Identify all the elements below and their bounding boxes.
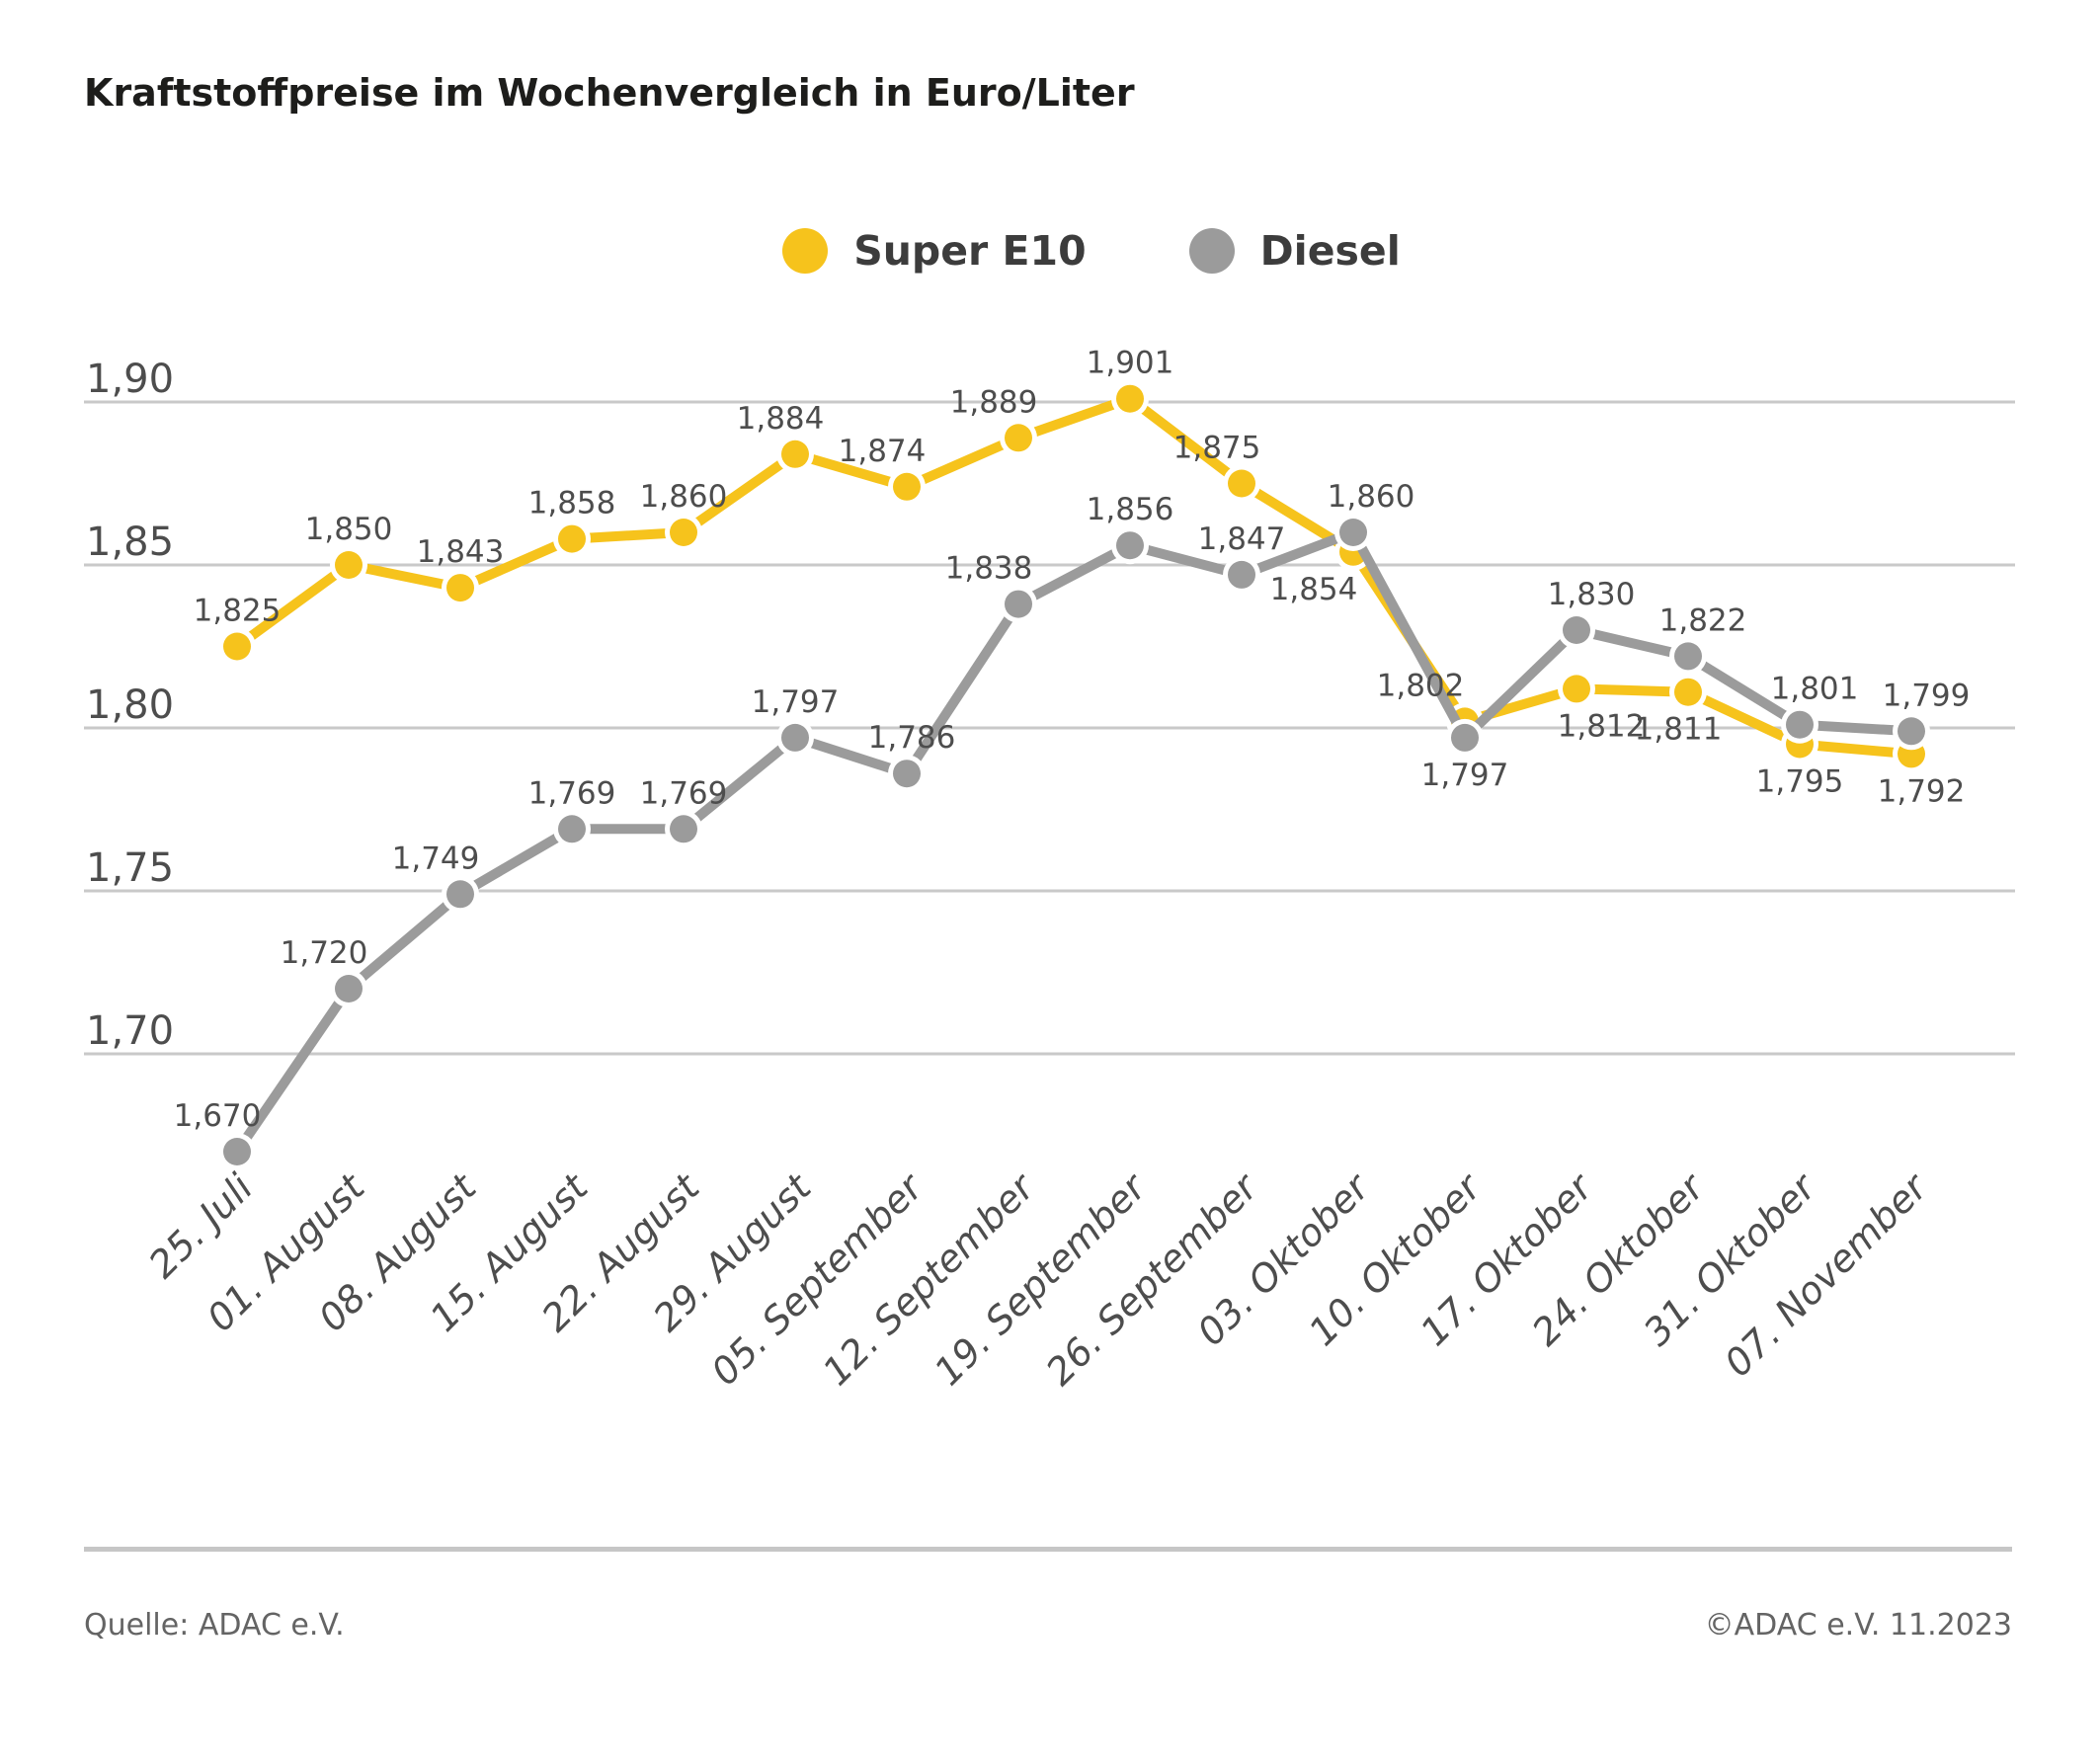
data-point-diesel <box>1005 590 1032 618</box>
legend-item-super-e10: Super E10 <box>782 227 1087 275</box>
footer-divider <box>84 1547 2012 1552</box>
data-point-super-e10 <box>670 519 697 546</box>
data-point-diesel <box>223 1138 251 1165</box>
data-label: 1,860 <box>640 479 728 515</box>
data-point-super-e10 <box>446 574 474 602</box>
data-label: 1,811 <box>1635 712 1723 748</box>
data-point-super-e10 <box>893 472 921 501</box>
data-label: 1,786 <box>868 720 956 756</box>
data-point-diesel <box>1339 519 1367 546</box>
chart-title: Kraftstoffpreise im Wochenvergleich in E… <box>84 71 1135 115</box>
y-tick-label: 1,70 <box>86 1008 174 1054</box>
data-point-diesel <box>670 815 697 843</box>
data-point-diesel <box>781 723 809 752</box>
data-label: 1,749 <box>392 841 480 876</box>
data-point-diesel <box>1563 616 1590 644</box>
data-point-diesel <box>893 760 921 788</box>
y-tick-label: 1,85 <box>86 520 174 565</box>
data-label: 1,797 <box>752 684 840 720</box>
data-point-diesel <box>446 880 474 909</box>
data-label: 1,812 <box>1558 708 1646 744</box>
data-point-diesel <box>1674 642 1702 671</box>
source-note: Quelle: ADAC e.V. <box>84 1608 345 1643</box>
series-line-diesel <box>232 527 1912 1155</box>
data-label: 1,838 <box>945 551 1033 587</box>
legend: Super E10 Diesel <box>41 227 2100 275</box>
legend-item-diesel: Diesel <box>1188 227 1401 275</box>
data-label: 1,797 <box>1421 758 1509 793</box>
data-label: 1,889 <box>950 384 1038 420</box>
data-label: 1,825 <box>194 594 282 629</box>
data-label: 1,830 <box>1548 577 1636 612</box>
legend-label-diesel: Diesel <box>1259 227 1401 275</box>
data-label: 1,795 <box>1756 764 1844 800</box>
data-label: 1,843 <box>417 534 505 570</box>
data-label: 1,858 <box>528 486 616 521</box>
data-label: 1,802 <box>1377 668 1465 703</box>
y-tick-label: 1,75 <box>86 845 174 891</box>
y-tick-label: 1,90 <box>86 357 174 402</box>
legend-label-super-e10: Super E10 <box>853 227 1087 275</box>
data-point-diesel <box>1898 717 1925 746</box>
data-label: 1,854 <box>1270 572 1358 607</box>
data-label: 1,769 <box>528 775 616 811</box>
data-point-diesel <box>1451 723 1479 752</box>
series-line-super-e10 <box>234 393 1912 760</box>
data-label: 1,901 <box>1087 346 1174 381</box>
data-point-super-e10 <box>1005 424 1032 452</box>
y-tick-label: 1,80 <box>86 682 174 728</box>
data-label: 1,847 <box>1198 521 1286 557</box>
data-label: 1,884 <box>737 401 825 437</box>
data-point-super-e10 <box>1228 469 1255 498</box>
data-point-super-e10 <box>1116 384 1144 413</box>
data-point-diesel <box>1116 531 1144 560</box>
data-point-diesel <box>335 975 363 1002</box>
data-point-diesel <box>1228 560 1255 589</box>
data-point-super-e10 <box>781 440 809 468</box>
data-label: 1,850 <box>305 512 393 547</box>
legend-swatch-super-e10-icon <box>782 228 829 274</box>
data-label: 1,769 <box>640 775 728 811</box>
data-label: 1,856 <box>1087 492 1174 527</box>
data-label: 1,874 <box>839 434 927 469</box>
data-label: 1,799 <box>1883 678 1971 713</box>
data-label: 1,822 <box>1659 602 1747 638</box>
data-point-super-e10 <box>558 524 586 553</box>
data-point-super-e10 <box>1563 675 1590 703</box>
data-point-super-e10 <box>335 551 363 579</box>
data-label: 1,670 <box>174 1098 262 1134</box>
data-point-super-e10 <box>1674 678 1702 706</box>
data-point-diesel <box>1786 710 1814 739</box>
legend-swatch-diesel-icon <box>1188 228 1235 274</box>
data-label: 1,720 <box>281 935 368 971</box>
copyright-note: ©ADAC e.V. 11.2023 <box>1704 1608 2012 1643</box>
data-point-diesel <box>558 815 586 843</box>
data-point-super-e10 <box>223 632 251 661</box>
x-tick-label: 07. November <box>1716 1164 1937 1386</box>
data-label: 1,792 <box>1878 773 1966 809</box>
data-label: 1,860 <box>1328 479 1415 515</box>
data-label: 1,875 <box>1173 431 1261 466</box>
data-label: 1,801 <box>1771 672 1859 707</box>
